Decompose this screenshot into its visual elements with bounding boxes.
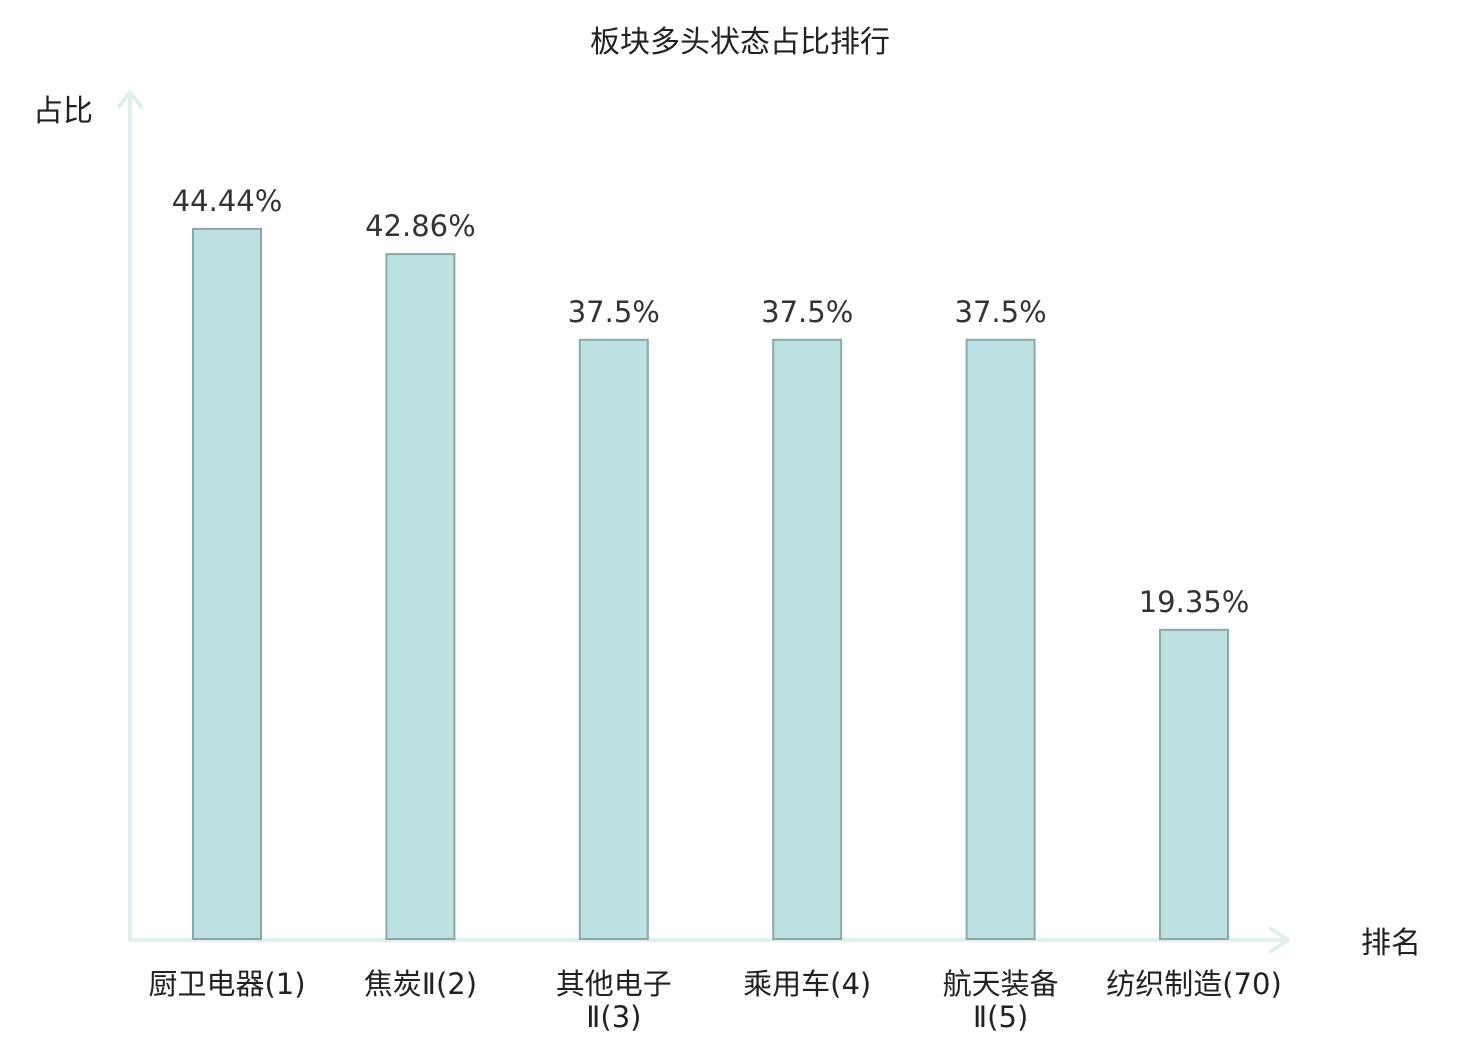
y-axis-arrow (116, 90, 144, 110)
category-label: Ⅱ(5) (973, 1000, 1028, 1034)
category-label: 焦炭Ⅱ(2) (364, 967, 477, 1001)
bar (578, 338, 649, 940)
bars-group (192, 227, 1229, 941)
bar-value-label: 44.44% (172, 184, 283, 218)
category-label: Ⅱ(3) (586, 1000, 641, 1034)
bar-value-label: 37.5% (568, 295, 660, 329)
bar (192, 227, 262, 940)
bar (1159, 628, 1229, 940)
x-axis-arrow (1268, 926, 1290, 954)
bar (965, 338, 1036, 940)
value-labels-group: 44.44% 42.86% 37.5% 37.5% 37.5% 19.35% (172, 184, 1250, 619)
bar-value-label: 19.35% (1139, 585, 1250, 619)
category-label: 纺织制造(70) (1106, 967, 1282, 1001)
bar-value-label: 37.5% (955, 295, 1047, 329)
x-axis-label: 排名 (1361, 926, 1421, 961)
bar (385, 253, 456, 941)
category-label: 航天装备 (943, 967, 1059, 1001)
category-label: 厨卫电器(1) (148, 967, 305, 1001)
bar-value-label: 37.5% (761, 295, 853, 329)
category-label: 乘用车(4) (743, 967, 871, 1001)
bar (772, 338, 843, 940)
chart-title: 板块多头状态占比排行 (590, 25, 890, 60)
bar-value-label: 42.86% (365, 209, 476, 243)
y-axis-label: 占比 (33, 94, 93, 129)
category-label: 其他电子 (556, 967, 672, 1001)
